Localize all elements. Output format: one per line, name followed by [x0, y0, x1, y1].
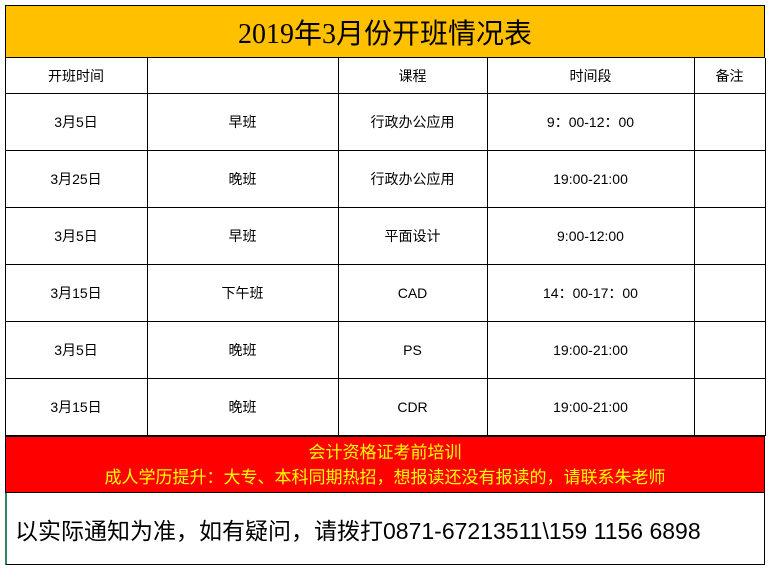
table-cell: 晚班 — [147, 379, 339, 436]
table-cell: CAD — [338, 265, 488, 322]
notice-line: 成人学历提升：大专、本科同期热招，想报读还没有报读的，请联系朱老师 — [104, 468, 666, 487]
header-cell: 备注 — [694, 58, 766, 94]
table-cell: 14：00-17：00 — [487, 265, 695, 322]
table-cell: PS — [338, 322, 488, 379]
header-cell: 开班时间 — [5, 58, 148, 94]
table-cell: 下午班 — [147, 265, 339, 322]
remark-cell — [694, 94, 766, 151]
table-cell: 9:00-12:00 — [487, 208, 695, 265]
remark-cell — [694, 322, 766, 379]
table-cell: 早班 — [147, 208, 339, 265]
table-cell: 平面设计 — [338, 208, 488, 265]
schedule-table: 开班时间 课程 时间段 备注 3月5日 早班 行政办公应用 9：00-12：00 3月25日 晚班… — [5, 58, 766, 436]
remark-cell — [694, 265, 766, 322]
table-cell: 3月15日 — [5, 265, 148, 322]
table-cell: 3月5日 — [5, 208, 148, 265]
remark-cell — [694, 208, 766, 265]
table-cell: 19:00-21:00 — [487, 379, 695, 436]
sheet-title: 2019年3月份开班情况表 — [5, 5, 765, 58]
table-cell: 3月25日 — [5, 151, 148, 208]
remark-cell — [694, 151, 766, 208]
table-cell: 晚班 — [147, 322, 339, 379]
table-cell: 3月15日 — [5, 379, 148, 436]
table-cell: 行政办公应用 — [338, 94, 488, 151]
table-cell: 9：00-12：00 — [487, 94, 695, 151]
footer-note: 以实际通知为准，如有疑问，请拨打0871-67213511\159 1156 6… — [5, 493, 765, 565]
notice-line: 会计资格证考前培训 — [308, 443, 462, 462]
table-cell: 晚班 — [147, 151, 339, 208]
table-cell: 3月5日 — [5, 94, 148, 151]
header-cell: 时间段 — [487, 58, 695, 94]
notice-band: 会计资格证考前培训 成人学历提升：大专、本科同期热招，想报读还没有报读的，请联系… — [5, 436, 765, 493]
table-cell: 行政办公应用 — [338, 151, 488, 208]
table-cell: 19:00-21:00 — [487, 151, 695, 208]
table-cell: 3月5日 — [5, 322, 148, 379]
header-cell: 课程 — [338, 58, 488, 94]
table-cell: CDR — [338, 379, 488, 436]
table-cell: 19:00-21:00 — [487, 322, 695, 379]
remark-cell — [694, 379, 766, 436]
header-cell — [147, 58, 339, 94]
table-cell: 早班 — [147, 94, 339, 151]
